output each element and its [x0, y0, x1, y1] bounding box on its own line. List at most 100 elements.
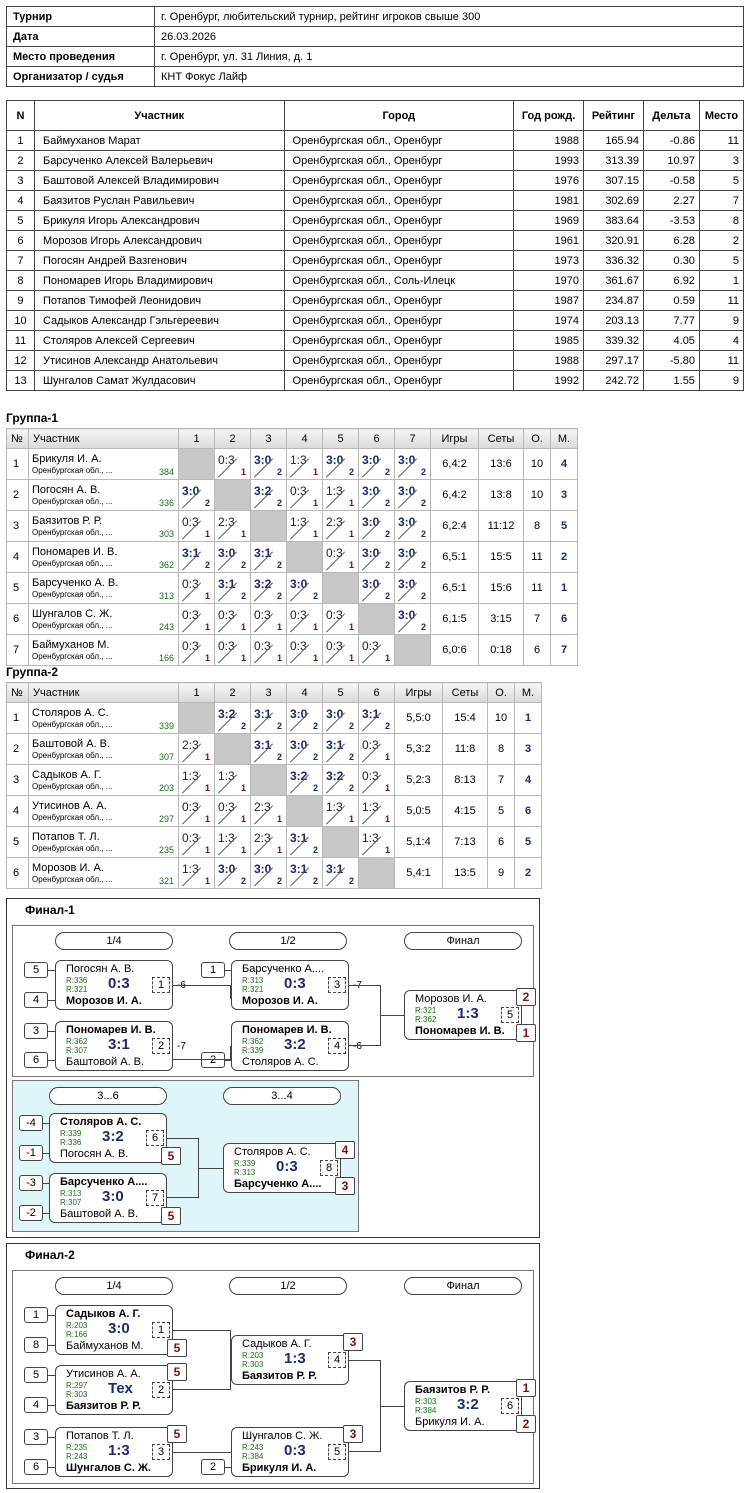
score-box: 2:3 1: [251, 827, 286, 857]
group-score-cell: 3:1 2: [322, 733, 359, 765]
group-score-cell: 3:0 2: [214, 857, 251, 889]
player-cell: Садыков Александр Гэльгереевич: [33, 310, 285, 331]
group-score-cell: 0:3 1: [178, 510, 215, 542]
bracket-match[interactable]: Садыков А. Г. R:203 R:303 1:3 4 Баязитов Р. Р…: [231, 1335, 349, 1385]
tournament-info-table: Турнир г. Оренбург, любительский турнир, …: [6, 6, 744, 87]
score-box: 1:3 1: [287, 449, 322, 479]
group-place: 6: [550, 603, 578, 635]
match-rating-bottom: R:243: [66, 1452, 88, 1461]
bracket-match[interactable]: Барсученко А.... R:313 R:321 0:3 3 Морозов И.…: [231, 960, 349, 1010]
match-score: 0:3: [326, 546, 343, 560]
group-score-cell: 2:3 1: [250, 795, 287, 827]
match-points: 1: [384, 814, 390, 824]
match-number: 8: [320, 1160, 338, 1176]
score-box: 3:2 2: [215, 703, 250, 733]
group-row: 4 Пономарев И. В. Оренбургская обл., ... 36…: [6, 541, 578, 573]
match-points: 1: [384, 783, 390, 793]
bracket-match[interactable]: Столяров А. С. R:339 R:313 0:3 8 Барсученко А…: [223, 1143, 341, 1193]
seed-number: -3: [19, 1175, 43, 1191]
player-cell: 1992: [513, 370, 584, 391]
participant-rating: 339: [158, 721, 174, 731]
match-score: 3:1: [362, 707, 380, 721]
bracket-match[interactable]: Шунгалов С. Ж. R:243 R:384 0:3 5 Брикуля И. А…: [231, 1427, 349, 1477]
bracket-connector: [48, 970, 55, 971]
player-cell: Оренбургская обл., Оренбург: [283, 190, 515, 211]
group-column-header: 5: [322, 428, 359, 449]
match-points: 1: [276, 845, 282, 855]
group-row-number: 7: [6, 634, 29, 666]
seed-number: 8: [24, 1337, 48, 1353]
group-points: 10: [487, 702, 515, 734]
group-row-number: 6: [6, 603, 29, 635]
match-score: 3:1: [182, 546, 200, 560]
bracket-match[interactable]: Барсученко А.... R:313 R:307 3:0 7 Баштовой А…: [49, 1173, 167, 1223]
bracket-connector: [225, 1060, 231, 1061]
match-score: 3:0: [362, 546, 380, 560]
bracket-match[interactable]: Баязитов Р. Р. R:303 R:384 3:2 6 Брикуля И. А…: [404, 1381, 522, 1431]
group-place: 3: [550, 479, 578, 511]
group-place: 1: [514, 702, 542, 734]
match-player-bottom: Погосян А. В.: [60, 1148, 129, 1160]
match-score: 0:3: [254, 639, 271, 653]
match-points: 1: [312, 529, 318, 539]
score-box: 1:3 1: [359, 796, 394, 826]
group-games: 5,1:4: [394, 826, 443, 858]
group-sets: 15:6: [478, 572, 524, 604]
group-score-cell: 0:3 1: [322, 541, 359, 573]
group-place: 7: [550, 634, 578, 666]
participant-city: Оренбургская обл., ...: [32, 781, 113, 791]
player-cell: 2: [6, 150, 35, 171]
score-box: 0:3 1: [359, 765, 394, 795]
bracket-match[interactable]: Садыков А. Г. R:203 R:166 3:0 1 Баймуханов М.: [55, 1305, 173, 1355]
match-player-top: Шунгалов С. Ж.: [242, 1430, 323, 1442]
match-score: 3:1: [326, 738, 344, 752]
score-box: 3:1 2: [251, 542, 286, 572]
bracket-match[interactable]: Погосян А. В. R:336 R:321 0:3 1 Морозов И. А.: [55, 960, 173, 1010]
match-player-bottom: Брикуля И. А.: [415, 1416, 485, 1428]
score-box: 3:0 2: [287, 703, 322, 733]
bracket-match[interactable]: Столяров А. С. R:339 R:336 3:2 6 Погосян А. В…: [49, 1113, 167, 1163]
group-score-cell: 1:3 1: [322, 795, 359, 827]
seed-number: 1: [201, 962, 225, 978]
round-label: 1/2: [229, 1277, 347, 1295]
match-number: 1: [152, 977, 170, 993]
bracket-match[interactable]: Потапов Т. Л. R:235 R:243 1:3 3 Шунгалов С. Ж…: [55, 1427, 173, 1477]
match-player-bottom: Баштовой А. В.: [60, 1208, 139, 1220]
match-points: 1: [312, 622, 318, 632]
match-points: 1: [312, 498, 318, 508]
group-column-header: 1: [178, 428, 215, 449]
score-box: 0:3 1: [359, 635, 394, 665]
group-score-cell: 3:1 2: [178, 541, 215, 573]
bracket-match[interactable]: Утисинов А. А. R:297 R:303 Тех 2 Баязитов Р. …: [55, 1365, 173, 1415]
group-participant-cell: Морозов И. А. Оренбургская обл., ... 321: [28, 857, 179, 889]
group-points: 8: [523, 510, 551, 542]
score-box: 3:1 2: [359, 703, 394, 733]
final-2-panel: Финал-2 1/4 1/2 Финал 1 8 5 4 3 6 2 Садыков А. Г. R…: [6, 1243, 540, 1489]
match-score: 3:0: [398, 577, 416, 591]
participant-city: Оренбургская обл., ...: [32, 558, 113, 568]
bracket-match[interactable]: Пономарев И. В. R:362 R:339 3:2 4 Столяров А.…: [231, 1021, 349, 1071]
participant-city: Оренбургская обл., ...: [32, 496, 113, 506]
group-games: 5,5:0: [394, 702, 443, 734]
score-box: 0:3 1: [215, 604, 250, 634]
group-score-cell: 3:2 2: [250, 479, 287, 511]
match-number: 4: [328, 1352, 346, 1368]
match-points: 2: [348, 752, 354, 762]
match-rating-top: R:339: [234, 1159, 256, 1168]
bracket-connector: [199, 1168, 223, 1169]
match-score: 1:3: [284, 1350, 306, 1367]
bracket-match[interactable]: Морозов И. А. R:321 R:362 1:3 5 Пономарев И. …: [404, 990, 522, 1040]
group-score-cell: 0:3 1: [178, 603, 215, 635]
group-row-number: 3: [6, 764, 29, 796]
match-player-top: Барсученко А....: [60, 1176, 148, 1188]
group-row-number: 4: [6, 795, 29, 827]
match-rating-bottom: R:362: [415, 1015, 437, 1024]
bracket-match[interactable]: Пономарев И. В. R:362 R:307 3:1 2 Баштовой А.…: [55, 1021, 173, 1071]
match-rating-bottom: R:313: [234, 1168, 256, 1177]
group-sets: 11:8: [442, 733, 488, 765]
group-sets: 13:5: [442, 857, 488, 889]
match-points: 1: [204, 653, 210, 663]
group-score-cell: 3:1 2: [286, 857, 323, 889]
match-player-bottom: Столяров А. С.: [242, 1056, 319, 1068]
score-box: 3:0 2: [251, 449, 286, 479]
